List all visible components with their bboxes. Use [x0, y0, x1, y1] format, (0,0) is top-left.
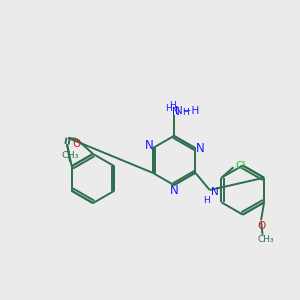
Text: O: O [257, 221, 265, 231]
Text: N: N [144, 139, 153, 152]
Text: O: O [72, 139, 80, 149]
Text: CH₃: CH₃ [257, 235, 274, 244]
Text: H: H [169, 101, 176, 110]
Text: CH₃: CH₃ [61, 151, 79, 160]
Text: N: N [169, 184, 178, 197]
Text: H: H [203, 196, 210, 205]
Text: N: N [211, 187, 219, 196]
Text: N: N [172, 107, 179, 118]
Text: N−H: N−H [176, 106, 200, 116]
Text: H: H [165, 104, 172, 113]
Text: H: H [182, 108, 189, 117]
Text: N: N [195, 142, 204, 155]
Text: Cl: Cl [235, 161, 245, 171]
